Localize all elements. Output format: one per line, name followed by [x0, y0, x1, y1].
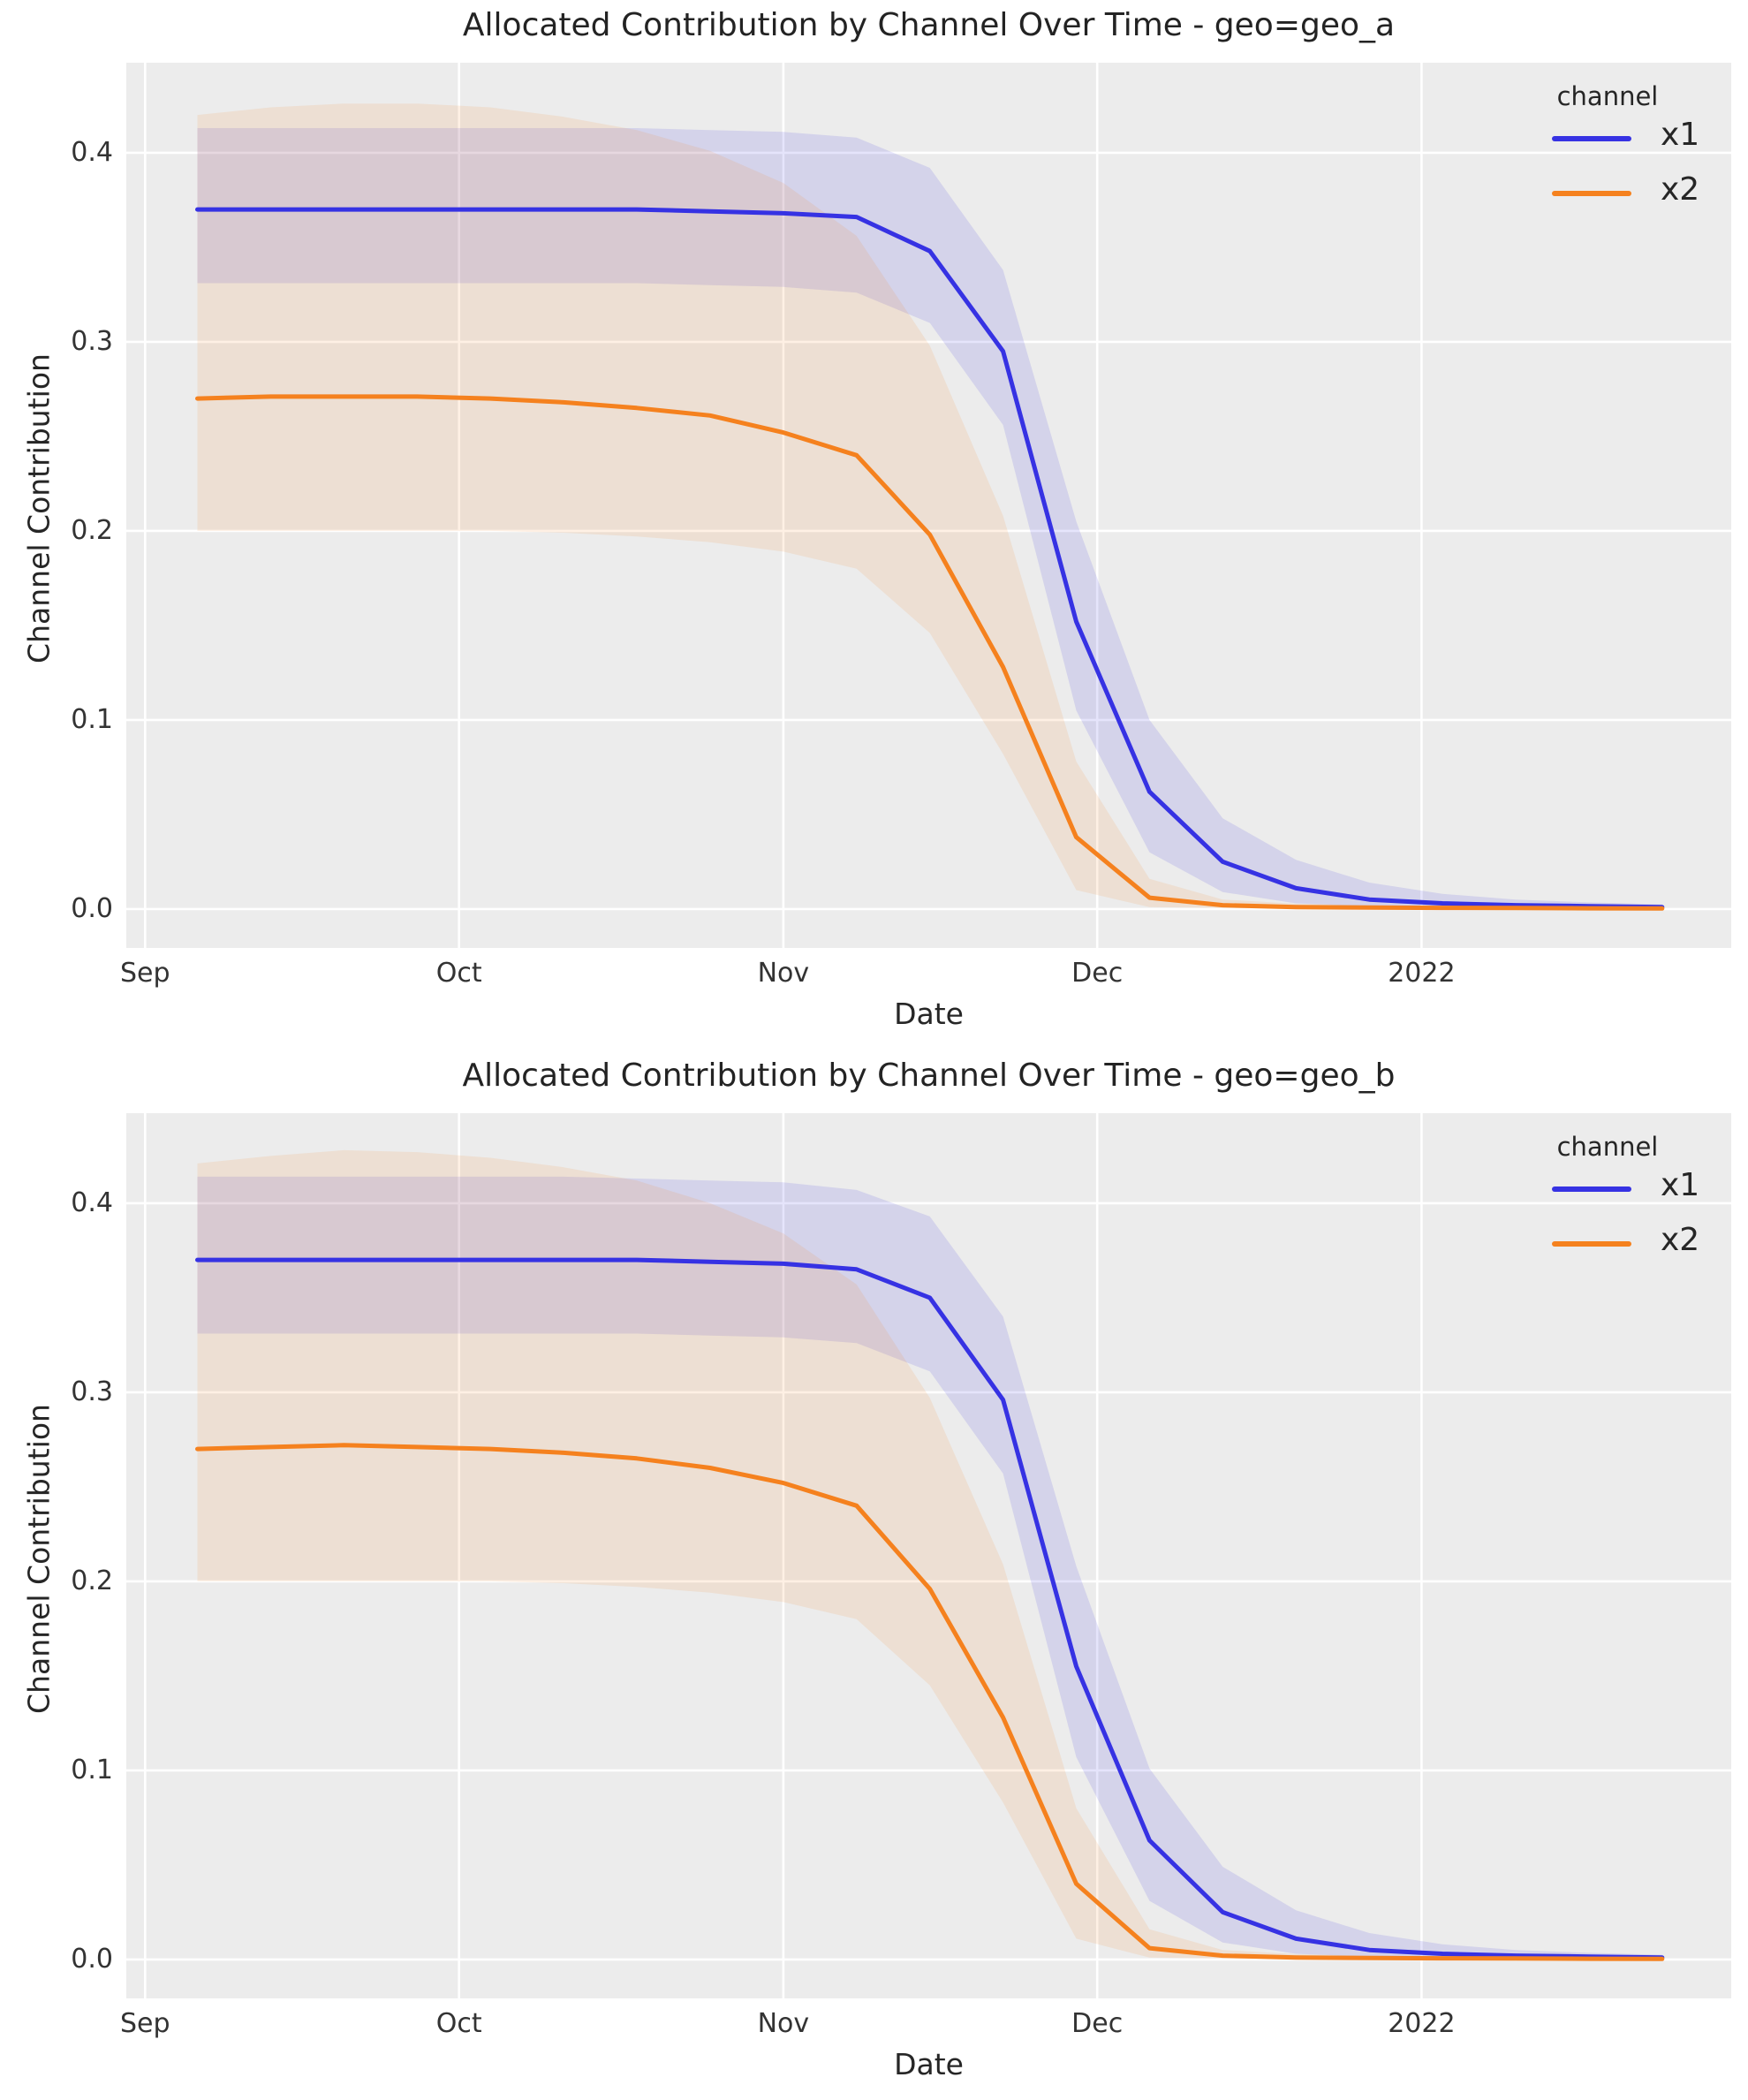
y-tick-label: 0.2 — [71, 514, 113, 546]
legend-line-swatch-x1 — [1552, 1186, 1631, 1192]
confidence-band-x1 — [197, 128, 1662, 909]
legend-line-swatch-x2 — [1552, 1241, 1631, 1247]
y-tick-label: 0.4 — [71, 136, 113, 168]
x-tick-label: Dec — [1071, 958, 1124, 989]
x-tick-label: Nov — [757, 958, 810, 989]
y-tick-label: 0.2 — [71, 1565, 113, 1596]
series-line-x1 — [195, 207, 1665, 910]
legend-label: x1 — [1661, 1167, 1700, 1203]
confidence-band-x1 — [197, 1176, 1662, 1960]
legend-item-x2: x2 — [1519, 1217, 1740, 1271]
legend-label: x2 — [1661, 1222, 1700, 1258]
y-axis-label: Channel Contribution — [21, 353, 57, 663]
legend-label: x2 — [1661, 171, 1700, 208]
x-tick-label: 2022 — [1388, 2008, 1456, 2039]
y-tick-label: 0.3 — [71, 325, 113, 357]
legend-title: channel — [1556, 1132, 1659, 1162]
x-tick-label: 2022 — [1388, 958, 1456, 989]
series-line-x2 — [195, 394, 1665, 911]
x-tick-label: Sep — [120, 958, 170, 989]
x-tick-label: Sep — [120, 2008, 170, 2039]
y-tick-label: 0.4 — [71, 1186, 113, 1218]
y-tick-label: 0.3 — [71, 1376, 113, 1407]
x-axis-label: Date — [894, 997, 964, 1031]
legend-title: channel — [1556, 81, 1659, 111]
series-line-x2 — [195, 1443, 1665, 1961]
confidence-band-x2 — [197, 103, 1662, 909]
legend-item-x1: x1 — [1519, 111, 1740, 166]
x-tick-label: Nov — [757, 2008, 810, 2039]
y-axis-label: Channel Contribution — [21, 1404, 57, 1714]
x-tick-label: Oct — [435, 2008, 482, 2039]
legend: channel x1 x2 — [1519, 81, 1740, 221]
confidence-band-x2 — [197, 1149, 1662, 1960]
chart-panel-geo-a: Allocated Contribution by Channel Over T… — [21, 7, 1740, 1031]
x-axis-label: Date — [894, 2047, 964, 2081]
y-tick-label: 0.0 — [71, 1943, 113, 1975]
legend-item-x2: x2 — [1519, 166, 1740, 221]
x-tick-label: Oct — [435, 958, 482, 989]
y-tick-label: 0.1 — [71, 703, 113, 735]
chart-title: Allocated Contribution by Channel Over T… — [462, 7, 1396, 43]
y-tick-label: 0.0 — [71, 892, 113, 924]
series-line-x1 — [195, 1257, 1665, 1960]
plot-area-svg — [126, 63, 1731, 948]
legend: channel x1 x2 — [1519, 1132, 1740, 1271]
plot-area-svg — [126, 1113, 1731, 1998]
legend-line-swatch-x1 — [1552, 136, 1631, 141]
legend-label: x1 — [1661, 117, 1700, 153]
chart-panel-geo-b: Allocated Contribution by Channel Over T… — [0, 1050, 1748, 2100]
legend-line-swatch-x2 — [1552, 191, 1631, 196]
chart-title: Allocated Contribution by Channel Over T… — [462, 1058, 1396, 1094]
y-tick-label: 0.1 — [71, 1754, 113, 1785]
x-tick-label: Dec — [1071, 2008, 1124, 2039]
legend-item-x1: x1 — [1519, 1162, 1740, 1217]
